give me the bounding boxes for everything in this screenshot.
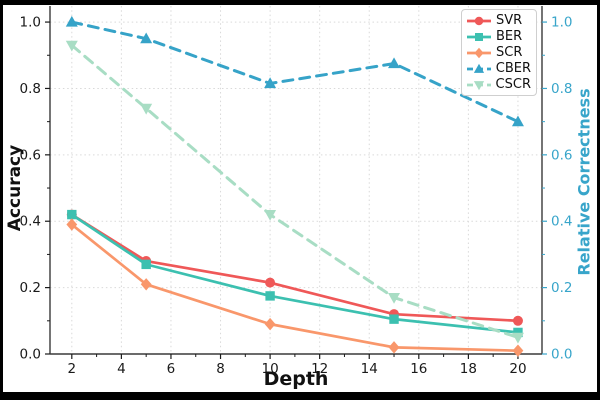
- data-point-scr: [512, 344, 524, 357]
- data-point-cber: [388, 57, 401, 69]
- y-tick-label-left: 1.0: [20, 15, 41, 31]
- data-point-ber: [513, 327, 523, 338]
- x-tick-label: 6: [167, 361, 176, 377]
- y-tick-label-right: 0.2: [551, 280, 572, 296]
- legend-item-cber: CBER: [467, 62, 531, 75]
- data-point-svr: [265, 277, 276, 288]
- data-point-cscr: [264, 209, 277, 221]
- legend-label: SVR: [496, 13, 523, 28]
- legend-label: BER: [496, 29, 523, 44]
- scr-legend-marker-icon: [467, 47, 491, 58]
- legend: SVR BER SCR CBER CSCR: [461, 9, 537, 96]
- y-tick-label-left: 0.4: [20, 214, 41, 230]
- ber-legend-marker-icon: [467, 32, 491, 41]
- data-point-svr: [512, 315, 523, 326]
- triangle-up-marker-icon: [473, 63, 485, 73]
- y-tick-label-left: 0.8: [20, 81, 41, 97]
- cscr-legend-marker-icon: [467, 80, 491, 90]
- legend-item-svr: SVR: [467, 14, 531, 27]
- x-tick-label: 4: [117, 361, 126, 377]
- data-point-cber: [140, 32, 153, 44]
- y-tick-label-left: 0.0: [20, 347, 41, 363]
- data-point-ber: [265, 291, 275, 301]
- data-point-scr: [264, 317, 276, 331]
- x-axis-label: Depth: [263, 368, 329, 390]
- x-tick-label: 20: [509, 361, 526, 377]
- data-point-ber: [67, 209, 77, 220]
- legend-label: SCR: [496, 45, 523, 60]
- x-tick-label: 16: [410, 361, 427, 377]
- y-tick-label-left: 0.6: [20, 147, 41, 163]
- y-tick-label-left: 0.2: [20, 280, 41, 296]
- x-tick-label: 10: [262, 361, 279, 377]
- data-point-scr: [388, 341, 400, 354]
- y-axis-label-left: Accuracy: [5, 144, 25, 232]
- data-point-cscr: [65, 40, 78, 52]
- data-point-cscr: [140, 103, 153, 115]
- data-point-cscr: [511, 332, 524, 344]
- cber-legend-marker-icon: [467, 63, 491, 73]
- x-tick-label: 18: [460, 361, 477, 377]
- data-point-cber: [264, 77, 277, 89]
- y-tick-label-right: 0.8: [551, 81, 572, 97]
- y-tick-label-right: 0.4: [551, 214, 572, 230]
- legend-item-ber: BER: [467, 30, 531, 43]
- legend-label: CSCR: [495, 77, 531, 92]
- x-tick-label: 14: [361, 361, 378, 377]
- data-point-scr: [140, 278, 152, 291]
- data-point-scr: [66, 218, 78, 231]
- square-marker-icon: [475, 32, 483, 41]
- y-tick-label-right: 0.0: [551, 347, 572, 363]
- y-tick-label-right: 1.0: [551, 15, 572, 31]
- y-axis-label-right: Relative Correctness: [574, 88, 594, 276]
- data-point-cscr: [388, 292, 401, 304]
- diamond-marker-icon: [474, 47, 484, 58]
- data-point-ber: [389, 314, 399, 324]
- legend-item-cscr: CSCR: [467, 78, 531, 91]
- circle-marker-icon: [474, 16, 484, 25]
- legend-label: CBER: [495, 61, 531, 76]
- data-point-cber: [65, 15, 78, 27]
- data-point-cber: [511, 115, 524, 127]
- svr-legend-marker-icon: [467, 16, 491, 25]
- x-tick-label: 2: [68, 361, 77, 377]
- x-tick-label: 12: [311, 361, 328, 377]
- legend-item-scr: SCR: [467, 46, 531, 59]
- triangle-down-marker-icon: [473, 80, 485, 90]
- x-tick-label: 8: [216, 361, 225, 377]
- y-tick-label-right: 0.6: [551, 147, 572, 163]
- data-point-ber: [141, 259, 151, 270]
